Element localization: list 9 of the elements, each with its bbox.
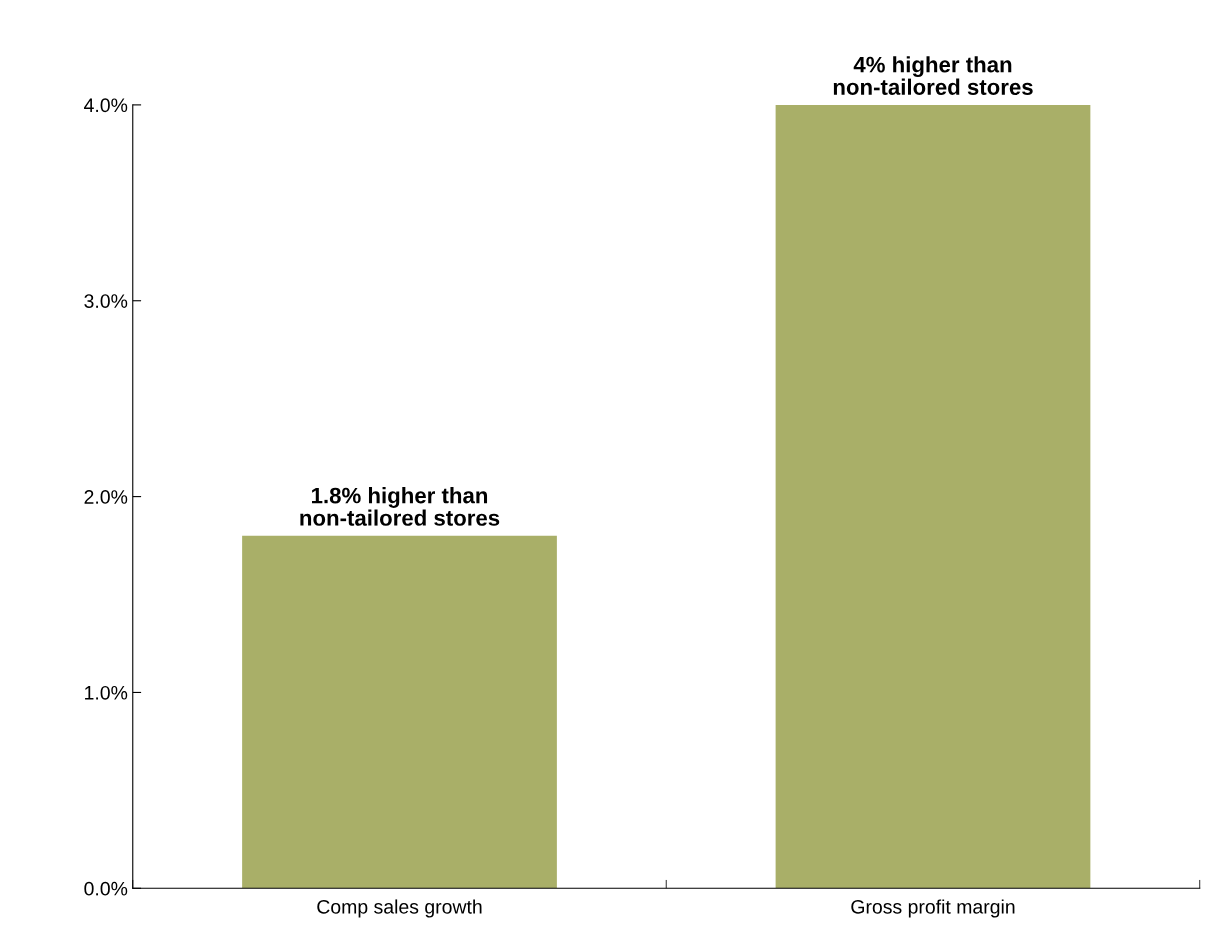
y-tick-label: 2.0%	[84, 490, 128, 504]
y-tick-label: 3.0%	[84, 294, 128, 308]
y-tick-label: 4.0%	[84, 98, 128, 113]
y-tick-label: 1.0%	[85, 685, 128, 700]
x-tick-label: Comp sales growth	[317, 899, 482, 918]
x-tick-label: Gross profit margin	[851, 899, 1015, 918]
data-label: 1.8% higher than non-tailored stores	[300, 487, 500, 526]
data-label: 4% higher than non-tailored stores	[833, 56, 1033, 95]
y-tick-label: 0.0%	[84, 881, 128, 896]
